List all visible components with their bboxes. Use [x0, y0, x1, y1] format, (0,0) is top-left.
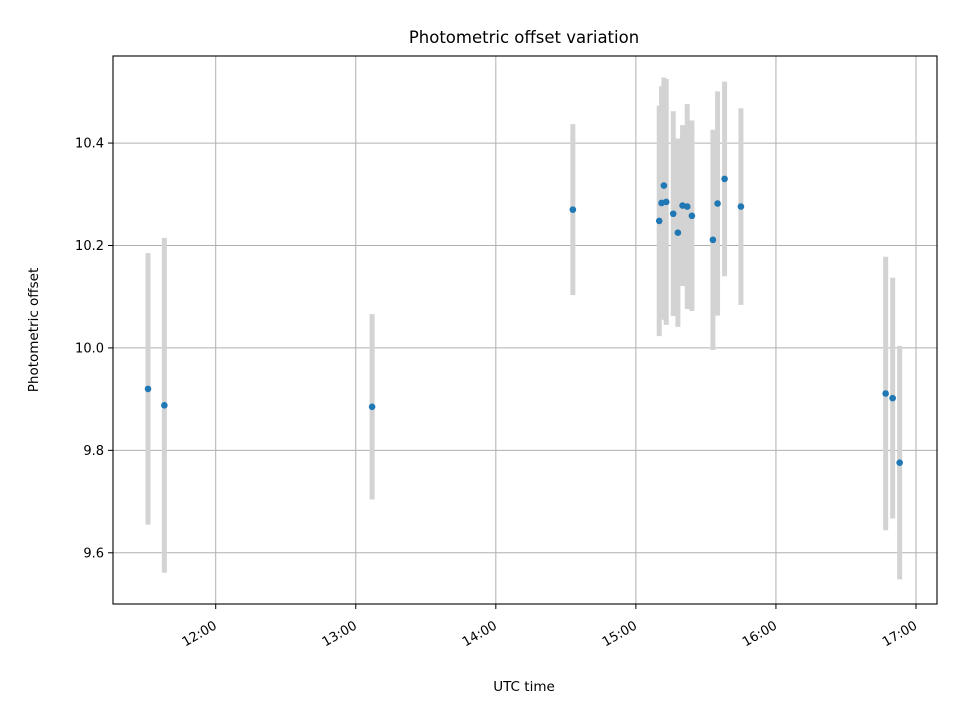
- data-point: [569, 206, 577, 213]
- data-point: [368, 403, 376, 411]
- y-axis-ticks: 9.6 9.8 10.0 10.2 10.4: [75, 137, 113, 561]
- x-tick-label: 15:00: [600, 618, 640, 650]
- x-tick-label: 12:00: [180, 618, 220, 650]
- data-point: [655, 217, 663, 225]
- data-point: [882, 390, 889, 397]
- data-point: [144, 385, 152, 393]
- data-point: [709, 236, 717, 244]
- y-tick-label: 10.4: [75, 137, 104, 152]
- x-tick-label: 17:00: [880, 618, 920, 650]
- data-point: [683, 203, 691, 210]
- x-tick-label: 13:00: [320, 618, 360, 650]
- x-tick-label: 16:00: [740, 618, 780, 650]
- chart-title: Photometric offset variation: [409, 28, 639, 47]
- data-point: [660, 182, 668, 189]
- grid: [113, 56, 937, 604]
- x-axis-ticks: 12:00 13:00 14:00 15:00 16:00 17:00: [180, 604, 920, 650]
- plot-frame: [112, 55, 938, 605]
- data-point: [889, 394, 896, 402]
- y-axis-label: Photometric offset: [26, 268, 42, 392]
- data-point: [662, 198, 670, 206]
- data-point: [714, 200, 721, 207]
- y-tick-label: 10.2: [75, 239, 104, 254]
- x-tick-label: 14:00: [460, 618, 500, 650]
- data-points: [144, 175, 903, 466]
- data-point: [721, 175, 728, 183]
- y-tick-label: 10.0: [75, 341, 104, 356]
- data-point: [896, 459, 903, 466]
- data-point: [674, 229, 682, 236]
- y-tick-label: 9.8: [83, 444, 104, 459]
- x-axis-label: UTC time: [493, 679, 555, 695]
- data-point: [161, 401, 168, 409]
- y-tick-label: 9.6: [83, 546, 104, 561]
- error-bars: [145, 77, 903, 580]
- data-point: [688, 212, 696, 220]
- data-point: [669, 210, 677, 218]
- data-point: [737, 203, 745, 210]
